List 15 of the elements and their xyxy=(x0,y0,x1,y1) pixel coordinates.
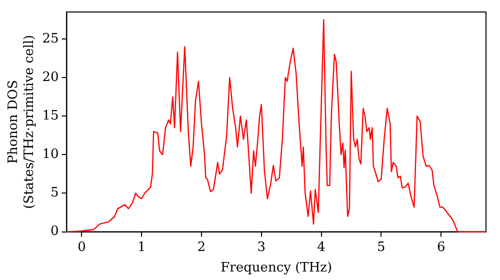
y-tick-label: 15 xyxy=(42,108,59,124)
y-tick-label: 25 xyxy=(42,31,59,46)
y-axis-title: Phonon DOS (States/THz·primitive cell) xyxy=(6,34,37,209)
y-tick-label: 0 xyxy=(50,224,59,240)
x-tick-label: 3 xyxy=(257,240,266,255)
x-tick-label: 6 xyxy=(436,240,446,255)
y-tick-label: 5 xyxy=(50,186,59,201)
x-tick-label: 4 xyxy=(317,240,326,255)
x-tick-label: 2 xyxy=(197,240,206,255)
y-tick-label: 10 xyxy=(42,147,59,162)
x-tick-label: 0 xyxy=(78,240,86,255)
x-tick-label: 5 xyxy=(377,240,386,255)
y-tick-label: 20 xyxy=(42,70,59,85)
x-axis-title: Frequency (THz) xyxy=(220,260,332,276)
x-tick-label: 1 xyxy=(137,240,146,255)
